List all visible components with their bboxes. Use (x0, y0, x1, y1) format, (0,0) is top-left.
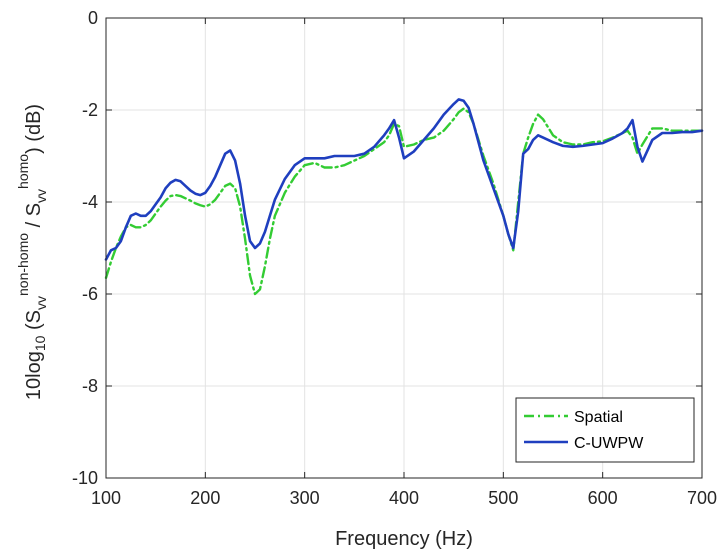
legend-box (515, 397, 695, 463)
y-label-prefix: 10log (23, 351, 45, 400)
x-tick-label: 600 (588, 488, 618, 508)
y-label-open: (S (23, 310, 45, 336)
y-label-prefix-sub: 10 (32, 335, 48, 351)
y-tick-label: 0 (88, 8, 98, 28)
tick-labels: 100 200 300 400 500 600 700 -10 -8 -6 -4 -2 0 (72, 8, 717, 508)
series-line-c-uwpw (104, 98, 704, 261)
y-tick-label: -8 (82, 376, 98, 396)
x-axis-label: Frequency (Hz) (335, 528, 473, 550)
y-tick-label: -2 (82, 100, 98, 120)
y-tick-label: -4 (82, 192, 98, 212)
x-tick-label: 400 (389, 488, 419, 508)
x-tick-label: 300 (290, 488, 320, 508)
y-label-den-sub: vv (33, 189, 49, 203)
x-tick-label: 700 (687, 488, 717, 508)
y-axis-label: 10log10 (Svvnon-homo / Svvhomo) (dB) (15, 104, 49, 400)
legend: Spatial C-UWPW (515, 397, 695, 463)
x-tick-label: 200 (190, 488, 220, 508)
y-label-num-sup: non-homo (15, 233, 31, 296)
y-label-close: ) (dB) (23, 104, 45, 154)
legend-label-spatial: Spatial (574, 409, 623, 426)
series-layer (104, 98, 704, 296)
x-tick-label: 500 (488, 488, 518, 508)
axis-ticks (105, 17, 703, 479)
x-tick-label: 100 (91, 488, 121, 508)
y-label-den-sup: homo (15, 154, 31, 189)
y-label-slash: / S (23, 203, 45, 233)
y-tick-label: -10 (72, 468, 98, 488)
y-label-num-sub: vv (33, 296, 49, 310)
legend-label-c-uwpw: C-UWPW (574, 435, 644, 452)
series-line-spatial (104, 107, 704, 296)
y-tick-label: -6 (82, 284, 98, 304)
